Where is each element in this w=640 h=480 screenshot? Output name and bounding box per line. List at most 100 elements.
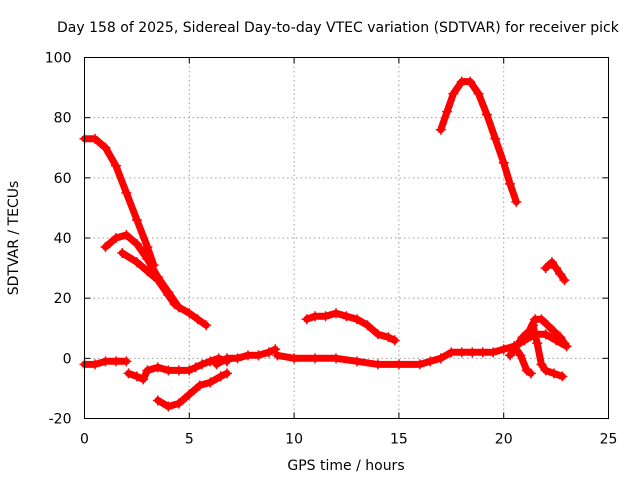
data-point: [549, 326, 560, 337]
data-point: [289, 353, 300, 364]
data-point: [490, 133, 501, 144]
data-point: [551, 263, 562, 274]
data-point: [142, 254, 153, 265]
data-point: [192, 314, 203, 325]
data-point: [536, 359, 547, 370]
data-point: [546, 257, 557, 268]
data-point: [481, 109, 492, 120]
data-point: [110, 233, 121, 243]
data-point: [559, 275, 570, 286]
grid: [84, 57, 609, 419]
series-arc-5: [123, 353, 233, 385]
data-point: [351, 314, 362, 325]
data-point: [310, 353, 321, 364]
data-point: [310, 311, 321, 322]
data-point: [498, 157, 509, 168]
data-point: [389, 335, 400, 346]
series-line: [542, 258, 568, 284]
series-arc-8: [272, 329, 572, 370]
data-point: [152, 395, 163, 406]
data-point: [100, 356, 111, 367]
data-point: [301, 314, 312, 325]
series-arc-14: [540, 257, 570, 286]
data-point: [504, 350, 515, 361]
data-point: [532, 338, 543, 349]
data-point: [341, 311, 352, 322]
data-point: [477, 347, 488, 358]
series-arc-9: [301, 308, 400, 346]
data-point: [163, 290, 174, 301]
series-line: [303, 309, 399, 344]
data-point: [222, 368, 233, 379]
series-line: [437, 78, 520, 206]
data-point: [242, 350, 253, 361]
data-point: [222, 353, 233, 364]
data-point: [89, 133, 100, 144]
data-point: [362, 320, 373, 331]
data-point: [232, 353, 243, 364]
data-point: [131, 239, 142, 250]
data-point: [163, 365, 174, 376]
data-point: [540, 365, 551, 376]
data-point: [515, 350, 526, 361]
data-point: [446, 347, 457, 358]
data-point: [549, 368, 560, 379]
data-point: [509, 341, 520, 352]
data-point: [511, 196, 522, 207]
data-point: [142, 242, 153, 253]
y-tick-label: 0: [63, 351, 72, 367]
series-layer: [79, 76, 572, 412]
y-tick-label: 60: [54, 171, 72, 187]
data-point: [131, 257, 142, 268]
x-tick-label: 5: [185, 432, 194, 448]
series-arc-3: [117, 248, 180, 310]
data-point: [272, 350, 283, 361]
data-point: [425, 356, 436, 367]
data-point: [504, 178, 515, 189]
data-point: [121, 356, 132, 367]
data-point: [465, 76, 476, 87]
chart-title: Day 158 of 2025, Sidereal Day-to-day VTE…: [57, 20, 620, 36]
series-arc-10: [435, 76, 522, 207]
data-point: [528, 320, 539, 331]
data-point: [152, 362, 163, 373]
data-point: [456, 76, 467, 87]
data-point: [488, 347, 499, 358]
series-arc-7: [211, 344, 281, 370]
data-point: [557, 371, 568, 382]
series-line: [510, 342, 535, 377]
series-arc-1: [79, 133, 159, 271]
data-point: [121, 187, 132, 198]
data-point: [320, 311, 331, 322]
x-tick-label: 0: [80, 432, 89, 448]
data-point: [117, 248, 128, 259]
data-point: [542, 320, 553, 331]
y-tick-label: 40: [54, 231, 72, 247]
data-point: [201, 320, 212, 331]
data-point: [173, 398, 184, 409]
y-axis: -20 0 20 40 60 80 100: [45, 51, 609, 428]
data-point: [100, 242, 111, 253]
data-point: [442, 106, 453, 117]
data-point: [142, 365, 153, 376]
x-axis: 0 5 10 15 20 25: [80, 57, 617, 448]
y-tick-label: 100: [45, 51, 72, 67]
series-arc-12: [509, 341, 536, 379]
data-point: [555, 269, 566, 280]
data-point: [448, 88, 459, 99]
data-point: [211, 359, 222, 370]
data-point: [331, 353, 342, 364]
data-point: [163, 401, 174, 412]
data-point: [540, 329, 551, 340]
data-point: [372, 329, 383, 340]
x-tick-label: 10: [285, 432, 303, 448]
data-point: [196, 359, 207, 370]
series-line: [81, 135, 158, 269]
data-point: [383, 332, 394, 343]
series-arc-4: [79, 356, 132, 370]
series-line: [273, 330, 571, 368]
series-line: [118, 249, 179, 308]
data-point: [184, 365, 195, 376]
series-line: [213, 345, 279, 368]
